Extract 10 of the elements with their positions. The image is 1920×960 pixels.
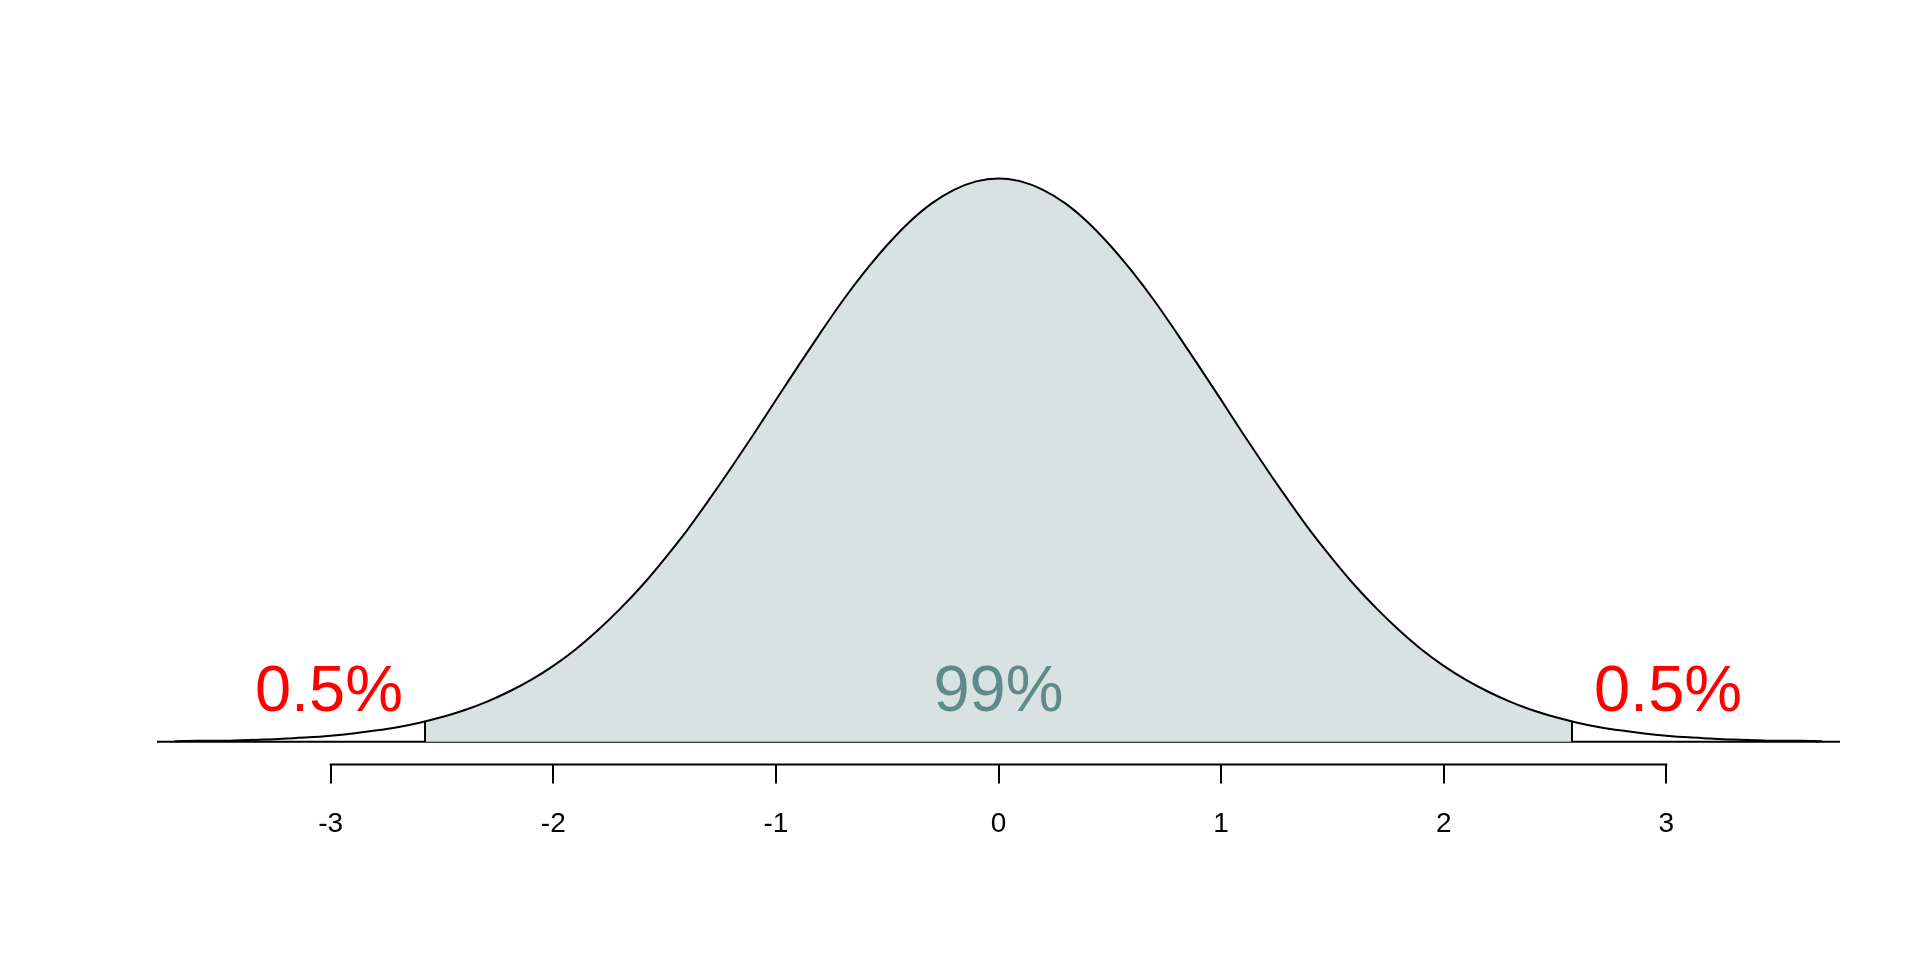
x-tick-label: 3 (1658, 806, 1675, 838)
x-tick-label: -1 (763, 806, 789, 838)
x-tick-label: -3 (318, 806, 344, 838)
x-tick-label: 0 (990, 806, 1007, 838)
x-tick-label: 1 (1213, 806, 1229, 838)
x-tick-label: -2 (540, 806, 566, 838)
x-tick-label: 2 (1435, 806, 1452, 838)
annotation: 0.5% (254, 651, 404, 725)
annotation: 99% (933, 651, 1064, 725)
annotation: 0.5% (1593, 651, 1743, 725)
